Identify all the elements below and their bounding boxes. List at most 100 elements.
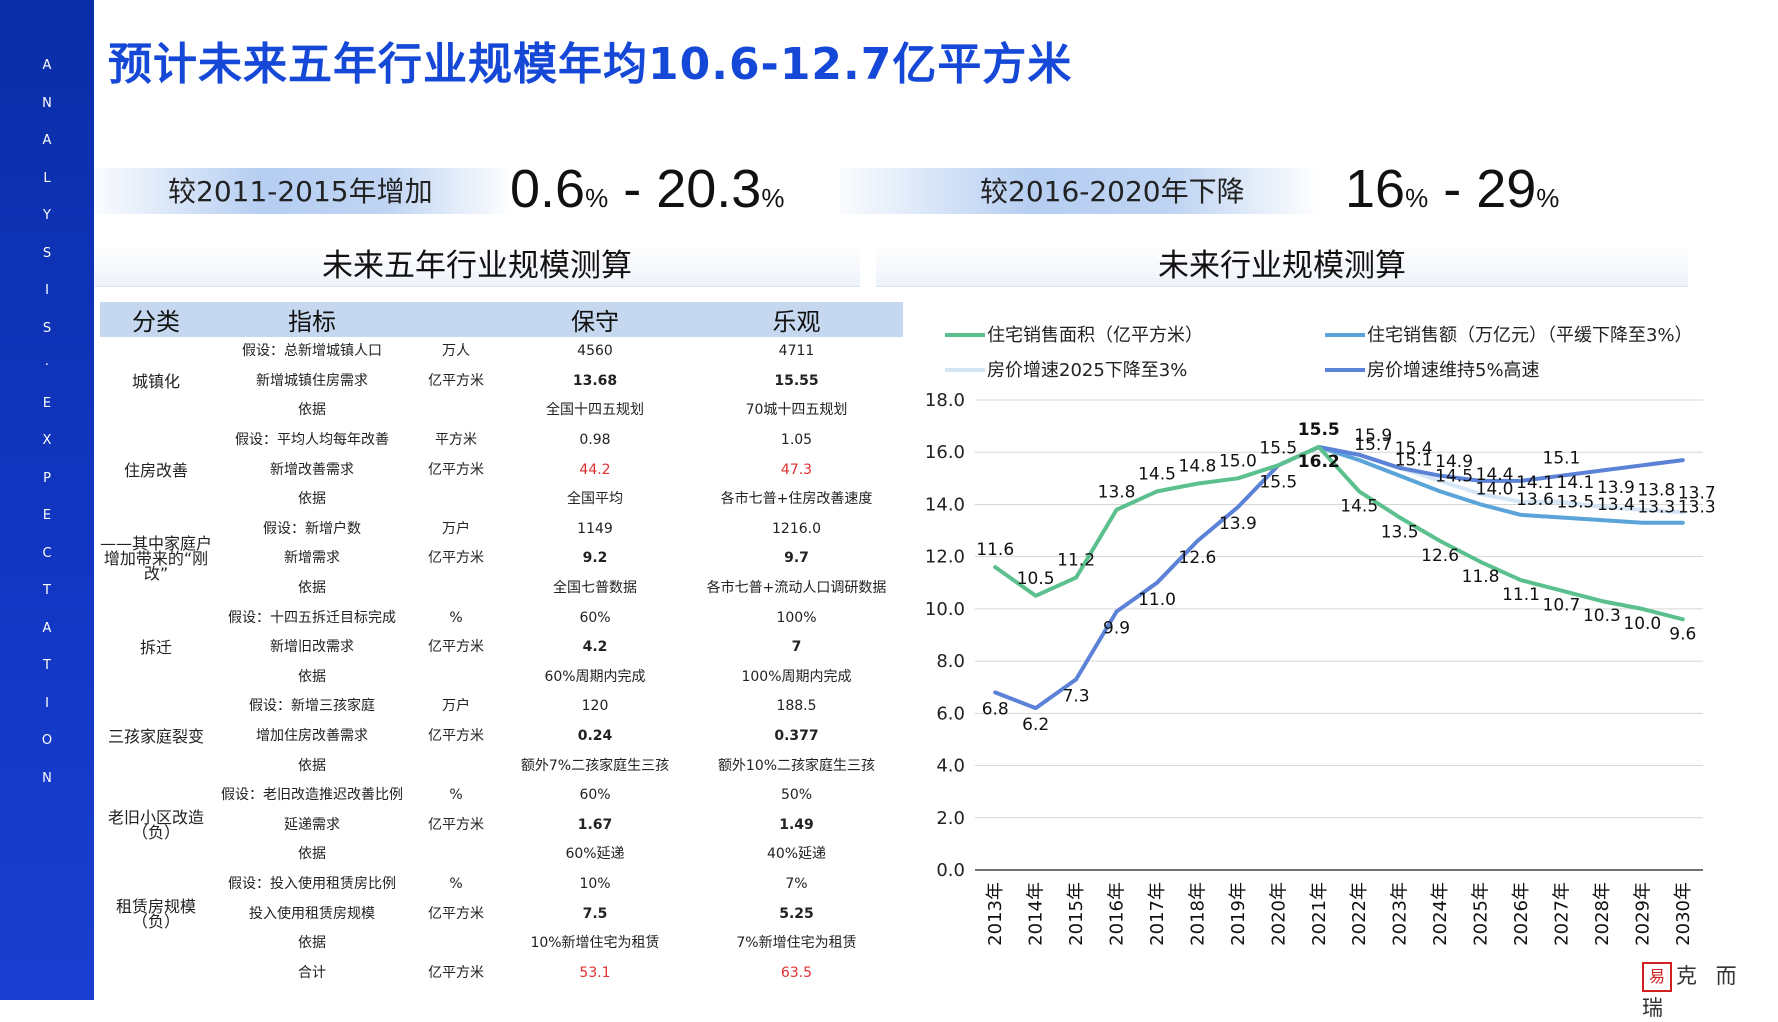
y-tick-label: 10.0 xyxy=(925,599,965,620)
data-label: 6.8 xyxy=(982,699,1009,719)
right-band xyxy=(840,168,1320,214)
indicator-cell: 新增旧改需求 xyxy=(270,639,354,656)
total-empty-cell xyxy=(100,958,212,988)
conservative-cell: 60%延递 xyxy=(565,846,625,863)
data-label: 10.3 xyxy=(1583,606,1621,626)
conservative-cell: 60% xyxy=(579,787,611,804)
indicator-cell: 依据 xyxy=(298,935,326,952)
x-tick-label: 2029年 xyxy=(1632,882,1653,946)
x-tick-label: 2028年 xyxy=(1592,882,1613,946)
data-label: 11.1 xyxy=(1502,585,1540,605)
data-label: 11.8 xyxy=(1462,567,1500,587)
data-label: 13.8 xyxy=(1637,481,1675,501)
unit-cell: 万户 xyxy=(442,698,470,715)
optimistic-cell: 7%新增住宅为租赁 xyxy=(736,935,857,952)
indicator-cell: 新增改善需求 xyxy=(270,461,354,478)
indicator-cell: 假设：新增户数 xyxy=(263,520,361,537)
table-row: 新增改善需求 亿平方米 44.2 47.3 xyxy=(100,455,903,485)
indicator-cell: 延递需求 xyxy=(284,816,340,833)
data-label: 14.5 xyxy=(1435,466,1473,486)
data-label: 16.2 xyxy=(1298,452,1340,472)
sidebar-letter: T xyxy=(43,658,51,673)
unit-cell: 万人 xyxy=(442,343,470,360)
unit-cell: 亿平方米 xyxy=(428,728,484,745)
line-chart: 住宅销售面积（亿平方米） 住宅销售额（万亿元）（平缓下降至3%） 房价增速2025下… xyxy=(925,325,1716,946)
y-tick-label: 16.0 xyxy=(925,442,965,463)
x-tick-label: 2020年 xyxy=(1268,882,1289,946)
y-tick-label: 2.0 xyxy=(936,808,965,829)
data-label: 13.9 xyxy=(1597,478,1635,498)
legend-label: 房价增速维持5%高速 xyxy=(1367,360,1540,381)
data-label: 15.0 xyxy=(1219,451,1257,471)
y-tick-label: 6.0 xyxy=(936,703,965,724)
brand-logo: 易克 而 瑞 xyxy=(1642,960,1778,1022)
conservative-cell: 44.2 xyxy=(579,461,611,478)
logo-seal-icon: 易 xyxy=(1642,962,1672,992)
indicator-cell: 假设：平均人均每年改善 xyxy=(235,432,389,449)
data-label: 15.7 xyxy=(1354,435,1392,455)
page-title: 预计未来五年行业规模年均10.6-12.7亿平方米 xyxy=(108,39,1073,90)
unit-cell xyxy=(412,663,500,693)
y-tick-label: 12.0 xyxy=(925,547,965,568)
category-cell: 城镇化 xyxy=(131,371,180,391)
scale-table: 分类 指标 保守 乐观 城镇化 假设：总新增城镇人口 万人 4560 4711 新增城镇住… xyxy=(100,302,903,988)
conservative-cell: 10%新增住宅为租赁 xyxy=(530,935,660,952)
unit-cell: 亿平方米 xyxy=(428,550,484,567)
unit-cell xyxy=(412,574,500,604)
conservative-cell: 13.68 xyxy=(572,372,618,389)
sidebar-letter: T xyxy=(43,583,51,598)
sidebar-letter: I xyxy=(45,283,49,298)
table-row: 三孩家庭裂变 假设：新增三孩家庭 万户 120 188.5 xyxy=(100,692,903,744)
data-label: 14.5 xyxy=(1138,464,1176,484)
conservative-cell: 0.24 xyxy=(577,728,613,745)
table-row: 拆迁 假设：十四五拆迁目标完成% 60% 100% xyxy=(100,603,903,655)
right-range-unit-2: % xyxy=(1536,183,1560,213)
series-line xyxy=(993,445,1685,711)
conservative-cell: 1.67 xyxy=(577,816,613,833)
data-label: 14.4 xyxy=(1476,465,1514,485)
data-label: 9.9 xyxy=(1103,619,1130,639)
unit-cell: 平方米 xyxy=(435,432,477,449)
optimistic-cell: 50% xyxy=(780,787,813,804)
conservative-cell: 10% xyxy=(579,875,611,892)
category-cell: 老旧小区改造（负） xyxy=(107,808,204,843)
optimistic-cell: 1.05 xyxy=(780,432,813,449)
data-label: 13.4 xyxy=(1597,495,1635,515)
sidebar-letter: N xyxy=(42,95,52,111)
sidebar-letter: I xyxy=(45,695,49,711)
series-line xyxy=(993,445,1685,622)
sidebar-letter: L xyxy=(43,170,51,186)
table-row: 新增城镇住房需求 亿平方米 13.68 15.55 xyxy=(100,367,903,397)
right-range-low: 16 xyxy=(1345,159,1406,219)
x-tick-label: 2017年 xyxy=(1147,882,1168,946)
data-label: 12.6 xyxy=(1179,548,1217,568)
conservative-cell: 4.2 xyxy=(582,639,608,656)
data-label: 14.1 xyxy=(1516,473,1554,493)
unit-cell xyxy=(412,751,500,781)
indicator-cell: 假设：老旧改造推迟改善比例 xyxy=(221,787,403,804)
indicator-cell: 依据 xyxy=(298,580,326,597)
sidebar-letter: S xyxy=(42,320,52,336)
unit-cell xyxy=(412,485,500,515)
sidebar-letter: O xyxy=(41,733,53,748)
table-row: 新增需求 亿平方米 9.2 9.7 xyxy=(100,544,903,574)
conservative-cell: 60% xyxy=(579,609,611,626)
data-label: 14.9 xyxy=(1435,452,1473,472)
table-row: 依据 全国平均 各市七普+住房改善速度 xyxy=(100,485,903,515)
x-tick-label: 2022年 xyxy=(1349,882,1370,946)
unit-cell: 亿平方米 xyxy=(428,461,484,478)
total-row: 合计 亿平方米 53.1 63.5 xyxy=(100,958,903,988)
indicator-cell: 依据 xyxy=(298,757,326,774)
indicator-cell: 假设：新增三孩家庭 xyxy=(249,698,375,715)
category-cell: ——其中家庭户增加带来的“刚改” xyxy=(100,534,213,584)
sidebar-letter: Y xyxy=(43,208,51,223)
left-range: 0.6% - 20.3% xyxy=(510,159,785,219)
left-range-high: 20.3 xyxy=(656,159,762,219)
total-label-cell: 合计 xyxy=(298,964,326,981)
data-label: 6.2 xyxy=(1022,715,1049,735)
sidebar-letter: C xyxy=(42,545,52,561)
category-cell: 租赁房规模（负） xyxy=(115,897,196,932)
data-label: 15.5 xyxy=(1259,438,1297,458)
x-tick-label: 2019年 xyxy=(1228,882,1249,946)
unit-cell xyxy=(412,840,500,870)
